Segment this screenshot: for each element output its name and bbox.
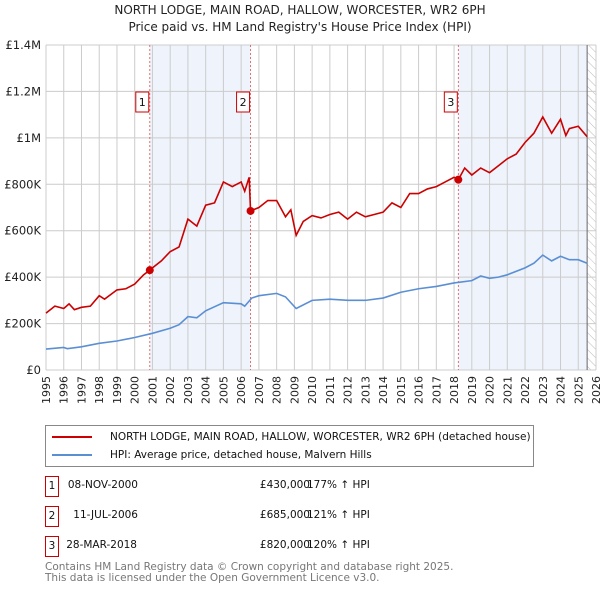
sale-date: 11-JUL-2006 (73, 509, 138, 521)
x-tick-label: 2000 (129, 376, 142, 404)
future-hatch (587, 45, 596, 370)
price-chart: NORTH LODGE, MAIN ROAD, HALLOW, WORCESTE… (4, 3, 600, 404)
x-tick-label: 2001 (146, 376, 159, 404)
x-tick-label: 2011 (324, 376, 337, 404)
x-tick-label: 2014 (377, 376, 390, 404)
x-tick-label: 1999 (111, 376, 124, 404)
sale-point (246, 206, 255, 215)
x-tick-label: 2024 (555, 376, 568, 404)
blue-line-swatch (52, 454, 92, 456)
x-tick-label: 2018 (448, 376, 461, 404)
x-tick-label: 2025 (572, 376, 585, 404)
x-tick-label: 2007 (253, 376, 266, 404)
sale-marker-badge: 1 (45, 476, 59, 497)
chart-title: NORTH LODGE, MAIN ROAD, HALLOW, WORCESTE… (114, 3, 485, 17)
sale-date: 28-MAR-2018 (66, 539, 137, 551)
y-tick-label: £800K (4, 177, 41, 191)
legend: NORTH LODGE, MAIN ROAD, HALLOW, WORCESTE… (45, 425, 534, 467)
shaded-period-3 (458, 45, 588, 370)
sale-price: £430,000 (259, 479, 310, 491)
sale-marker-badge: 3 (45, 536, 59, 557)
x-tick-label: 2017 (430, 376, 443, 404)
x-tick-label: 2008 (271, 376, 284, 404)
y-tick-label: £1.2M (5, 84, 41, 98)
x-tick-label: 2013 (359, 376, 372, 404)
x-tick-label: 2003 (182, 376, 195, 404)
sale-marker-badge: 2 (45, 506, 59, 527)
x-tick-label: 2012 (342, 376, 355, 404)
footer: Contains HM Land Registry data © Crown c… (45, 562, 453, 584)
y-tick-label: £400K (4, 270, 41, 284)
x-tick-label: 2021 (501, 376, 514, 404)
x-tick-label: 2019 (466, 376, 479, 404)
sale-hpi-change: 120% ↑ HPI (307, 539, 370, 551)
sale-label-box (443, 91, 458, 113)
legend-label: HPI: Average price, detached house, Malv… (110, 449, 372, 461)
x-tick-label: 2004 (200, 376, 213, 404)
y-tick-label: £1M (16, 131, 41, 145)
sale-label: 1 (139, 96, 146, 109)
shaded-period-1 (149, 45, 251, 370)
x-tick-label: 2022 (519, 376, 532, 404)
y-tick-label: £600K (4, 224, 41, 238)
legend-item-hpi: HPI: Average price, detached house, Malv… (46, 447, 372, 463)
y-tick-label: £0 (26, 363, 41, 377)
legend-label: NORTH LODGE, MAIN ROAD, HALLOW, WORCESTE… (110, 431, 531, 443)
x-tick-label: 2006 (235, 376, 248, 404)
sale-hpi-change: 121% ↑ HPI (307, 509, 370, 521)
sale-hpi-change: 177% ↑ HPI (307, 479, 370, 491)
sale-price: £820,000 (259, 539, 310, 551)
hpi-line (45, 254, 588, 350)
red-line-swatch (52, 436, 92, 438)
sale-point (145, 266, 154, 275)
legend-item-property: NORTH LODGE, MAIN ROAD, HALLOW, WORCESTE… (46, 429, 531, 445)
copyright-text: Contains HM Land Registry data © Crown c… (45, 561, 454, 573)
sale-date: 08-NOV-2000 (67, 479, 138, 491)
x-tick-label: 2023 (537, 376, 550, 404)
x-tick-label: 2002 (164, 376, 177, 404)
sale-label: 3 (447, 96, 454, 109)
x-tick-label: 2009 (288, 376, 301, 404)
x-tick-label: 2020 (484, 376, 497, 404)
y-tick-label: £200K (4, 317, 41, 331)
property-price-line (45, 115, 588, 314)
x-tick-label: 2026 (590, 376, 600, 404)
x-tick-label: 2005 (217, 376, 230, 404)
x-tick-label: 2015 (395, 376, 408, 404)
sale-label-box (236, 91, 251, 113)
chart-subtitle: Price paid vs. HM Land Registry's House … (128, 20, 471, 34)
y-tick-label: £1.4M (5, 38, 41, 52)
sale-point (454, 175, 463, 184)
x-tick-label: 1996 (58, 376, 71, 404)
sale-label: 2 (240, 96, 247, 109)
x-tick-label: 2016 (413, 376, 426, 404)
x-tick-label: 1997 (75, 376, 88, 404)
licence-text: This data is licensed under the Open Gov… (45, 572, 380, 584)
x-tick-label: 2010 (306, 376, 319, 404)
sale-label-box (135, 91, 150, 113)
x-tick-label: 1998 (93, 376, 106, 404)
x-tick-label: 1995 (40, 376, 53, 404)
sale-price: £685,000 (259, 509, 310, 521)
